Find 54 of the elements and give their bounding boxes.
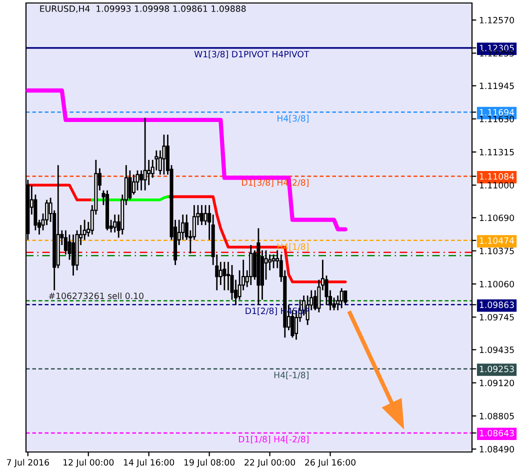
y-tick-label: 1.11945 [480, 82, 514, 90]
line-series [26, 88, 348, 232]
candlestick [113, 214, 117, 234]
y-tick-label: 1.08490 [480, 446, 514, 452]
candlestick [249, 244, 253, 286]
x-tick-label: 14 Jul 16:00 [124, 458, 174, 468]
candlestick [128, 170, 132, 201]
y-tick-label: 1.11694 [480, 109, 514, 116]
ref-line-label: D1[2/8] H4SUP [246, 307, 309, 316]
candlestick [140, 170, 144, 192]
y-tick-label: 1.10690 [480, 214, 514, 222]
y-tick-label: 1.09745 [480, 314, 514, 320]
y-tick-label: 1.10060 [480, 280, 514, 288]
y-tick-label: 1.10474 [480, 237, 514, 244]
y-tick-label: 1.12570 [480, 16, 514, 24]
candlestick [268, 254, 272, 271]
y-tick-label: 1.11000 [480, 182, 514, 189]
candlestick [344, 290, 348, 306]
y-tick-label: 1.08805 [480, 412, 514, 420]
annotation: #106273261 sell 0.10 [48, 292, 144, 300]
candlestick [136, 170, 140, 192]
ref-line-label: W1[3/8] D1PIVOT H4PIVOT [194, 50, 310, 58]
x-tick-label: 26 Jul 16:00 [305, 458, 356, 468]
x-tick-label: 12 Jul 00:00 [63, 458, 114, 468]
candlestick [340, 287, 344, 309]
candlestick [204, 204, 208, 226]
ref-line-label: H4[1/8] [278, 243, 308, 251]
y-tick-label: 1.09253 [480, 366, 514, 372]
x-tick-label: 22 Jul 00:00 [244, 458, 296, 468]
candlestick [162, 134, 166, 176]
candlestick [272, 254, 276, 269]
candlestick [143, 117, 147, 192]
y-tick-label: 1.09120 [480, 380, 514, 386]
y-tick-label: 1.11315 [480, 148, 514, 156]
y-tick-label: 1.09863 [480, 302, 514, 308]
candlestick [154, 150, 158, 172]
y-tick-label: 1.11084 [480, 173, 514, 180]
candlestick [71, 234, 76, 276]
candlestick [313, 290, 317, 311]
ref-line-label: H4[-1/8] [274, 372, 308, 380]
candlestick [147, 159, 151, 186]
y-tick-label: 1.12305 [480, 44, 514, 52]
x-tick-label: 19 Jul 08:00 [184, 458, 235, 468]
chart-title: EURUSD,H4 1.09993 1.09998 1.09861 1.09888 [40, 5, 246, 13]
y-tick-label: 1.09435 [480, 346, 514, 354]
y-tick-label: 1.08643 [480, 430, 514, 436]
x-tick-label: 7 Jul 2016 [6, 458, 49, 468]
candlestick [132, 174, 136, 196]
candlestick [222, 261, 226, 291]
ref-line-label: H4[3/8] [278, 114, 308, 123]
y-tick-label: 1.11630 [480, 116, 514, 122]
candlestick [200, 204, 204, 226]
ref-line-label: D1[1/8] H4[-2/8] [238, 436, 308, 444]
y-tick-label: 1.10375 [480, 248, 514, 254]
